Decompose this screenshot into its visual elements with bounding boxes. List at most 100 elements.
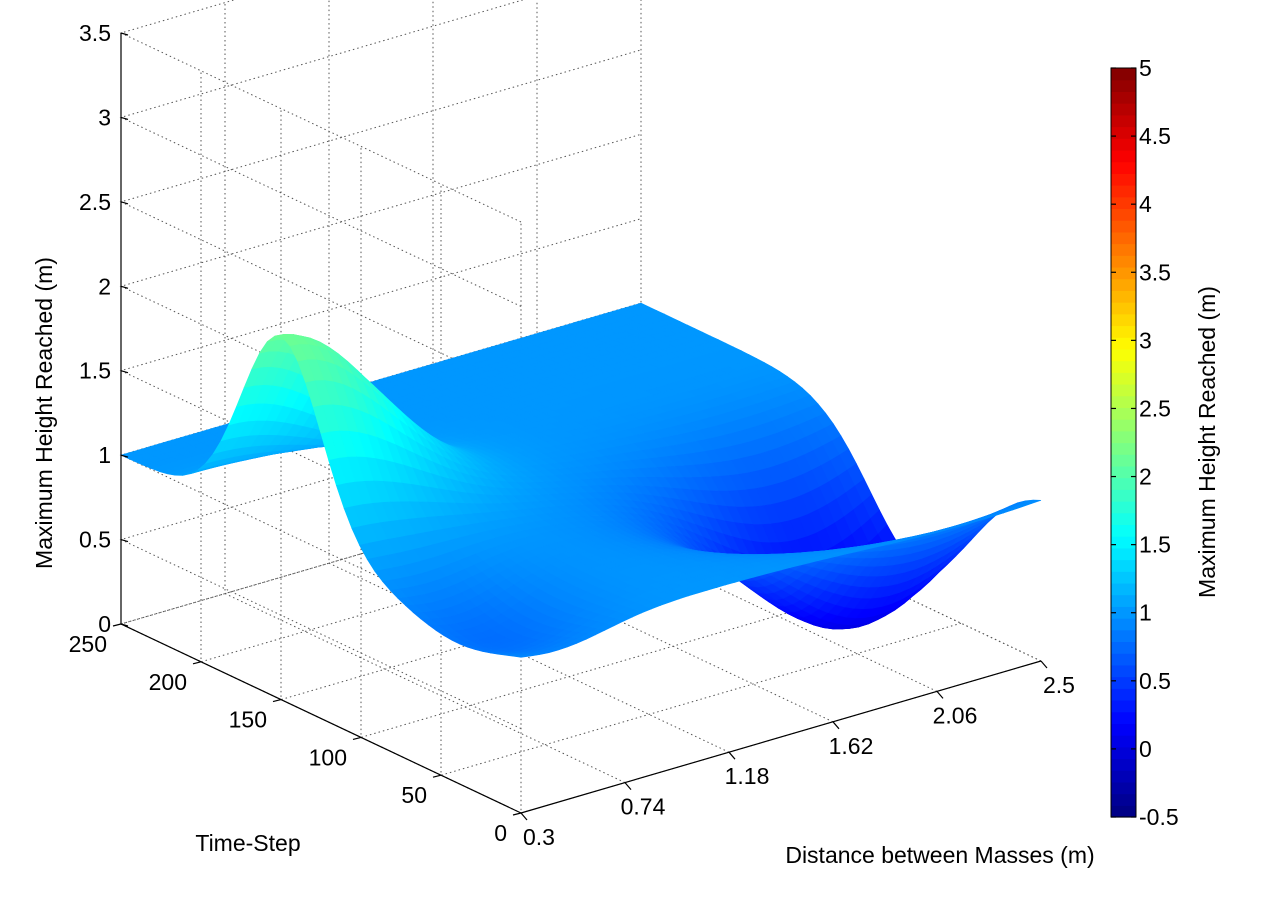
colorbar-tick-label: 4 [1139, 191, 1152, 217]
surface-patch [513, 655, 530, 657]
colorbar-band [1111, 290, 1136, 302]
x-tick-label: 2.5 [1043, 672, 1075, 698]
colorbar-band [1111, 220, 1136, 232]
colorbar-band [1111, 478, 1136, 490]
colorbar-band [1111, 677, 1136, 689]
y-tick-label: 150 [229, 707, 267, 733]
colorbar-band [1111, 419, 1136, 431]
colorbar-band [1111, 197, 1136, 209]
colorbar-band [1111, 770, 1136, 782]
colorbar-band [1111, 91, 1136, 103]
colorbar-tick-label: -0.5 [1139, 804, 1179, 830]
colorbar-band [1111, 255, 1136, 267]
colorbar-tick-label: 0 [1139, 736, 1152, 762]
x-tick-label: 0.74 [621, 794, 666, 820]
colorbar-band [1111, 443, 1136, 455]
colorbar-band [1111, 688, 1136, 700]
colorbar-band [1111, 244, 1136, 256]
x-tick-mark [937, 691, 943, 698]
colorbar-band [1111, 279, 1136, 291]
colorbar-band [1111, 454, 1136, 466]
colorbar-tick-label: 2 [1139, 464, 1152, 490]
colorbar-band [1111, 665, 1136, 677]
colorbar-band [1111, 361, 1136, 373]
x-axis-label: Distance between Masses (m) [785, 842, 1094, 868]
y-tick-mark [513, 813, 521, 815]
colorbar-band [1111, 127, 1136, 139]
colorbar-band [1111, 232, 1136, 244]
colorbar-band [1111, 396, 1136, 408]
colorbar-band [1111, 267, 1136, 279]
y-tick-label: 200 [149, 669, 187, 695]
colorbar-band [1111, 712, 1136, 724]
colorbar-band [1111, 173, 1136, 185]
y-tick-mark [113, 624, 121, 626]
colorbar-tick-label: 3 [1139, 327, 1152, 353]
colorbar-band [1111, 138, 1136, 150]
colorbar-tick-label: 1.5 [1139, 532, 1171, 558]
surface-plot [121, 303, 1041, 657]
colorbar-band [1111, 524, 1136, 536]
x-tick-label: 1.62 [829, 733, 874, 759]
x-tick-mark [833, 722, 839, 729]
colorbar-tick-label: 3.5 [1139, 259, 1171, 285]
colorbar-band [1111, 513, 1136, 525]
colorbar-tick-label: 5 [1139, 55, 1152, 81]
colorbar-tick-label: 1 [1139, 600, 1152, 626]
colorbar-band [1111, 68, 1136, 80]
colorbar-band [1111, 302, 1136, 314]
colorbar-band [1111, 407, 1136, 419]
x-tick-mark [521, 813, 527, 820]
y-tick-label: 100 [309, 744, 347, 770]
x-axis-line [521, 661, 1041, 813]
z-axis-label: Maximum Height Reached (m) [31, 257, 57, 569]
colorbar: -0.5 0 0.5 1 1.5 2 2.5 3 3.5 4 4.5 5 [1111, 55, 1179, 830]
y-axis-line [121, 624, 521, 813]
colorbar-band [1111, 103, 1136, 115]
colorbar-band [1111, 162, 1136, 174]
colorbar-band [1111, 115, 1136, 127]
colorbar-band [1111, 571, 1136, 583]
colorbar-band [1111, 618, 1136, 630]
y-axis-label: Time-Step [195, 830, 300, 856]
colorbar-band [1111, 805, 1136, 817]
colorbar-band [1111, 782, 1136, 794]
colorbar-band [1111, 372, 1136, 384]
x-tick-mark [1041, 661, 1047, 668]
colorbar-band [1111, 641, 1136, 653]
y-tick-mark [193, 662, 201, 664]
colorbar-band [1111, 700, 1136, 712]
colorbar-label: Maximum Height Reached (m) [1194, 286, 1220, 598]
colorbar-band [1111, 723, 1136, 735]
colorbar-band [1111, 630, 1136, 642]
colorbar-tick-label: 2.5 [1139, 395, 1171, 421]
colorbar-band [1111, 150, 1136, 162]
x-tick-mark [625, 783, 631, 790]
y-tick-mark [433, 775, 441, 777]
colorbar-band [1111, 384, 1136, 396]
colorbar-band [1111, 185, 1136, 197]
gridline [121, 0, 641, 306]
colorbar-tick-label: 0.5 [1139, 668, 1171, 694]
colorbar-band [1111, 80, 1136, 92]
colorbar-band [1111, 349, 1136, 361]
x-tick-label: 1.18 [725, 763, 770, 789]
colorbar-tick-label: 4.5 [1139, 123, 1171, 149]
x-tick-label: 0.3 [523, 824, 555, 850]
colorbar-band [1111, 595, 1136, 607]
x-tick-mark [729, 752, 735, 759]
z-tick-label: 0 [98, 611, 111, 637]
colorbar-band [1111, 758, 1136, 770]
colorbar-band [1111, 314, 1136, 326]
z-tick-label: 2 [98, 273, 111, 299]
colorbar-band [1111, 536, 1136, 548]
colorbar-band [1111, 489, 1136, 501]
z-tick-label: 0.5 [79, 527, 111, 553]
y-tick-mark [273, 700, 281, 702]
colorbar-band [1111, 735, 1136, 747]
colorbar-band [1111, 653, 1136, 665]
y-tick-mark [353, 737, 361, 739]
z-tick-label: 3.5 [79, 20, 111, 46]
colorbar-band [1111, 583, 1136, 595]
